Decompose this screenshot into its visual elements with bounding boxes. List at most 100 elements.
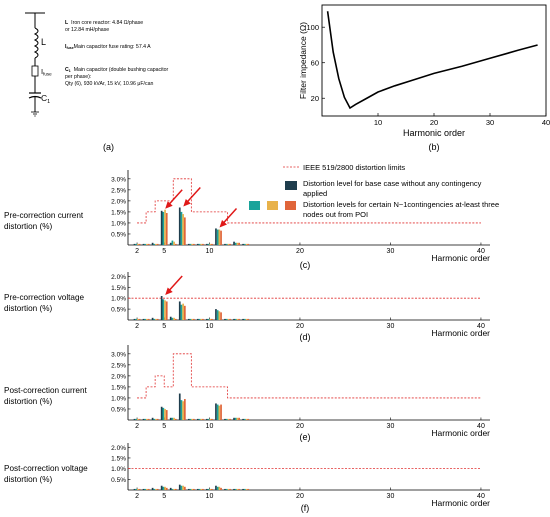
bar-cont3-h13 — [238, 488, 240, 490]
bar-cont3-h13 — [238, 242, 240, 245]
bar-cont3-h13 — [238, 417, 240, 420]
bar-x-tick-label: 2 — [135, 493, 139, 500]
bar-cont2-h11 — [218, 311, 221, 320]
bar-base-h6 — [169, 487, 172, 490]
bar-cont1-h9 — [198, 318, 201, 320]
bar-base-h8 — [187, 418, 190, 420]
bar-cont3-h12 — [229, 318, 231, 320]
bar-cont1-h3 — [144, 243, 147, 245]
bar-y-axis-label: Post-correction current — [4, 386, 88, 395]
bar-cont1-h10 — [207, 418, 210, 420]
bar-cont3-h3 — [147, 418, 150, 420]
bar-y-axis-label: Pre-correction voltage — [4, 293, 85, 302]
bar-base-h11 — [215, 403, 217, 420]
bar-y-axis-label-2: distortion (%) — [4, 222, 53, 231]
bar-x-tick-label: 10 — [206, 493, 214, 500]
bar-cont3-h14 — [247, 488, 250, 490]
bar-cont3-h11 — [220, 312, 222, 320]
bar-base-h10 — [206, 488, 208, 490]
bar-base-h14 — [242, 488, 244, 490]
bar-x-tick-label: 20 — [296, 248, 304, 255]
bar-x-tick-label: 10 — [206, 248, 214, 255]
bar-y-tick-label: 1.0% — [111, 296, 126, 303]
bar-cont1-h14 — [243, 318, 246, 320]
bar-cont1-h6 — [171, 317, 174, 320]
bar-y-tick-label: 1.0% — [111, 466, 126, 473]
bar-cont2-h4 — [155, 318, 157, 320]
bar-cont1-h5 — [162, 211, 165, 245]
bar-cont1-h5 — [162, 299, 165, 320]
bar-cont1-h12 — [225, 318, 228, 320]
legend-limit-label: IEEE 519/2800 distortion limits — [303, 163, 405, 172]
bar-cont2-h10 — [209, 243, 212, 245]
bar-x-tick-label: 5 — [162, 323, 166, 330]
bar-cont3-h4 — [156, 243, 159, 245]
capacitor-description-2: per phase): — [65, 74, 91, 80]
bar-cont3-h9 — [202, 418, 204, 420]
bar-cont1-h10 — [207, 318, 210, 320]
bar-cont1-h13 — [234, 318, 237, 320]
bar-base-h12 — [224, 243, 226, 245]
bar-cont3-h10 — [211, 418, 213, 420]
bar-cont3-h4 — [156, 488, 159, 490]
bar-cont2-h5 — [164, 408, 166, 420]
caption-c: (c) — [300, 260, 311, 270]
bar-base-h2 — [133, 318, 136, 320]
bar-cont1-h11 — [216, 486, 219, 490]
impedance-y-tick-label: 100 — [306, 23, 319, 32]
inductor-symbol: L — [41, 37, 46, 47]
bar-cont3-h5 — [165, 213, 168, 245]
bar-cont1-h3 — [144, 418, 147, 420]
legend-cont1-swatch — [249, 201, 260, 210]
bar-x-tick-label: 2 — [135, 323, 139, 330]
bar-cont1-h4 — [153, 318, 156, 320]
bar-cont3-h5 — [165, 410, 168, 420]
capacitor-icon — [28, 92, 42, 99]
bar-cont1-h7 — [180, 211, 183, 245]
legend-cont3-swatch — [285, 201, 296, 210]
bar-x-tick-label: 2 — [135, 423, 139, 430]
bar-base-h12 — [224, 418, 226, 420]
bar-base-h3 — [142, 243, 145, 245]
bar-x-tick-label: 20 — [296, 323, 304, 330]
bar-cont3-h12 — [229, 418, 231, 420]
bar-cont1-h2 — [135, 318, 138, 320]
inductor-description-2: or 12.84 mH/phase — [65, 27, 109, 33]
legend-cont2-swatch — [267, 201, 278, 210]
bar-y-tick-label: 2.0% — [111, 373, 126, 380]
bar-cont2-h14 — [245, 318, 248, 320]
bar-y-axis-label-2: distortion (%) — [4, 475, 53, 484]
bar-cont1-h6 — [171, 488, 174, 490]
bar-base-h2 — [133, 243, 136, 245]
bar-cont3-h11 — [220, 230, 222, 245]
legend-base-label-2: applied — [303, 189, 327, 198]
bar-cont2-h4 — [155, 243, 157, 245]
bar-x-tick-label: 30 — [387, 248, 395, 255]
bar-base-h2 — [133, 488, 136, 490]
bar-cont2-h14 — [245, 418, 248, 420]
bar-cont1-h11 — [216, 310, 219, 320]
circuit-diagram — [25, 12, 45, 117]
bar-cont1-h9 — [198, 488, 201, 490]
bar-y-tick-label: 0.5% — [111, 477, 126, 484]
bar-cont3-h7 — [184, 486, 186, 490]
bar-y-tick-label: 3.0% — [111, 351, 126, 358]
bar-cont3-h10 — [211, 318, 213, 320]
bar-cont3-h2 — [138, 488, 141, 490]
bar-cont2-h5 — [164, 486, 166, 490]
bar-cont2-h2 — [137, 318, 139, 320]
bar-base-h6 — [169, 417, 172, 420]
bar-cont1-h5 — [162, 486, 165, 490]
bar-cont2-h3 — [146, 418, 148, 420]
bar-y-tick-label: 0.5% — [111, 231, 126, 238]
bar-cont1-h12 — [225, 418, 228, 420]
inductor-icon — [33, 27, 39, 59]
bar-x-tick-label: 40 — [477, 493, 485, 500]
bar-base-h3 — [142, 318, 145, 320]
bar-x-tick-label: 2 — [135, 248, 139, 255]
bar-cont3-h9 — [202, 318, 204, 320]
bar-cont2-h9 — [200, 318, 203, 320]
bar-cont3-h13 — [238, 318, 240, 320]
bar-y-axis-label: Post-correction voltage — [4, 464, 88, 473]
